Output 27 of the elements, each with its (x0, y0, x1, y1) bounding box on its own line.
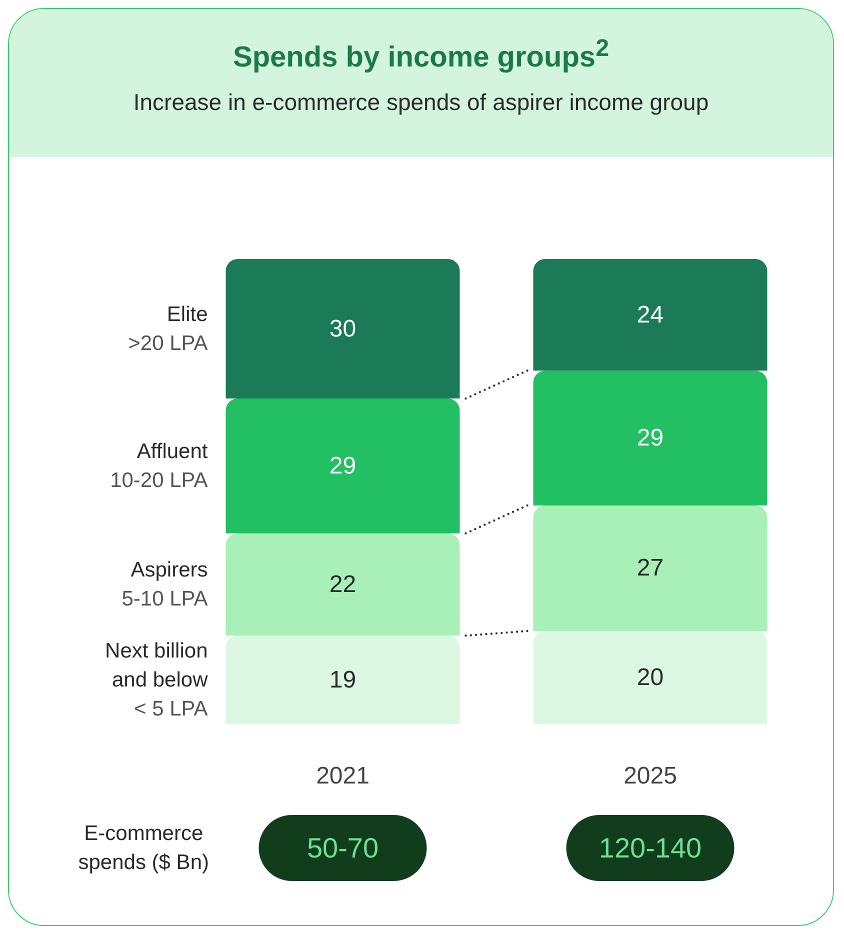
bar (226, 398, 460, 534)
x-tick-label: 2025 (624, 762, 677, 790)
chart-subtitle: Increase in e-commerce spends of aspirer income group (132, 88, 710, 116)
series-label: Affluent 10-20 LPA (110, 440, 208, 492)
data-label: 29 (636, 424, 664, 452)
text: E-commerce spends ($ Bn) (78, 822, 209, 874)
data-label: 30 (329, 315, 356, 342)
bar (533, 259, 768, 371)
bar (226, 533, 460, 636)
data-label: 19 (329, 666, 356, 694)
bar (533, 631, 768, 724)
data-label: 29 (329, 452, 356, 480)
series-label: Elite >20 LPA (128, 302, 208, 355)
bar (533, 370, 768, 506)
x-tick-label: 2021 (316, 762, 370, 790)
bar (226, 259, 460, 398)
chart-title: Spends by income groups$^{2}$ (232, 35, 610, 75)
data-label: 20 (636, 664, 664, 691)
data-label: 27 (636, 554, 664, 582)
series-label: Next billion and below < 5 LPA (105, 639, 209, 720)
data-label: 22 (329, 571, 356, 598)
data-label: 24 (636, 301, 664, 328)
bar (226, 636, 460, 724)
text: 50-70 (306, 832, 379, 864)
bar (533, 505, 768, 631)
series-label: Aspirers 5-10 LPA (122, 558, 208, 610)
text: 120-140 (598, 832, 702, 864)
